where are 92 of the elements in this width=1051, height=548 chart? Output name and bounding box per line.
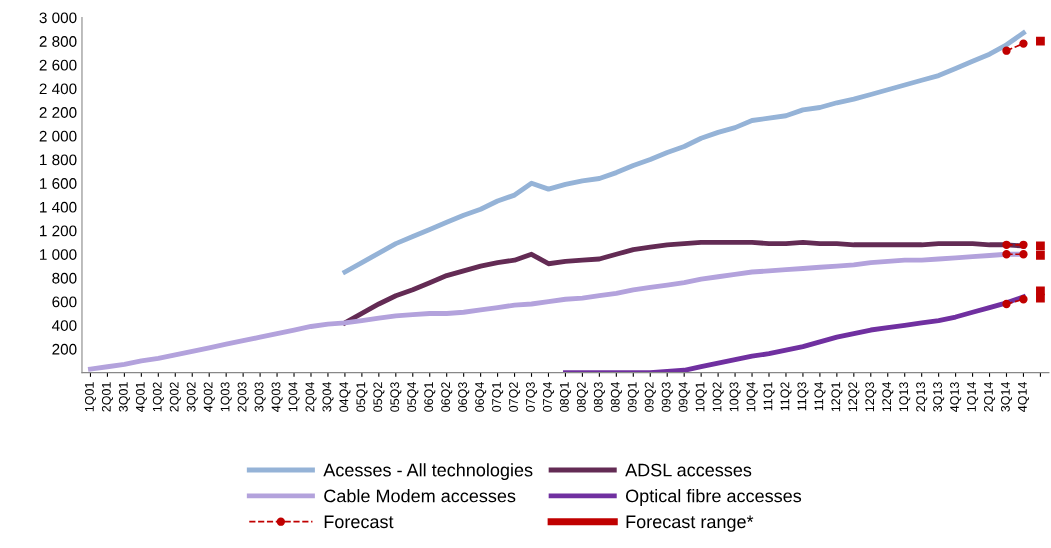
y-tick-label: 1 800 [40,154,77,166]
x-tick-label: 4Q14 [1017,382,1030,412]
y-tick-label: 200 [52,343,77,355]
y-tick-label: 2 800 [39,36,77,47]
x-tick-label: 11Q2 [780,382,792,411]
x-tick-label: 07Q4 [542,382,555,412]
x-tick-label: 09Q2 [644,382,656,412]
x-tick-label: 07Q1 [492,382,504,412]
legend-label: Forecast [324,515,394,529]
x-tick-label: 4Q01 [135,382,147,412]
x-tick-label: 12Q1 [831,382,843,412]
x-tick-label: 05Q4 [407,382,419,412]
point [1002,240,1011,249]
x-tick-label: 05Q2 [373,382,385,412]
x-tick-label: 2Q03 [237,382,249,412]
x-tick-label: 2Q14 [984,382,996,412]
x-tick-label: 10Q1 [695,382,707,412]
x-tick-label: 3Q13 [933,382,945,412]
x-tick-label: 4Q03 [271,382,283,412]
x-tick-label: 3Q01 [118,382,130,412]
point [1019,39,1028,48]
point [1036,293,1045,303]
x-tick-label: 10Q4 [746,382,758,412]
x-tick-label: 07Q2 [509,382,521,412]
x-tick-label: 12Q3 [865,382,877,412]
x-tick-label: 1Q03 [220,382,232,412]
x-tick-label: 4Q02 [203,382,215,412]
point [1019,250,1028,259]
x-tick-label: 1Q04 [288,382,300,412]
x-tick-label: 08Q4 [610,382,622,412]
x-tick-label: 11Q1 [763,382,775,411]
x-tick-label: 3Q02 [186,382,198,412]
x-tick-label: 07Q3 [526,382,538,412]
legend-label: Optical fibre accesses [625,489,802,506]
point [1036,36,1045,46]
x-tick-label: 3Q14 [1000,382,1013,412]
legend-label: Cable Modem accesses [324,489,516,503]
x-tick-label: 05Q3 [390,382,402,412]
y-tick-label: 400 [51,320,77,331]
y-tick-label: 3 000 [39,12,77,24]
line-series [342,30,1026,275]
x-tick-label: 4Q13 [950,382,962,412]
y-tick-label: 1 400 [40,201,77,213]
point [1036,241,1045,251]
y-tick-label: 1 600 [40,178,77,189]
x-tick-label: 05Q1 [356,382,368,412]
legend-label: Forecast range* [626,515,754,532]
x-tick-label: 11Q3 [797,382,809,411]
point [1019,240,1028,249]
x-tick-label: 06Q2 [441,382,453,412]
x-tick-label: 06Q4 [475,382,487,412]
x-tick-label: 06Q3 [458,382,470,412]
x-tick-label: 1Q13 [899,382,911,412]
x-tick-label: 1Q02 [152,382,164,412]
point [1019,295,1028,304]
x-tick-label: 12Q4 [882,382,894,412]
y-tick-label: 2 200 [39,107,77,118]
y-tick-label: 2 400 [39,83,77,95]
x-tick-label: 12Q2 [848,382,860,412]
y-tick-label: 2 000 [39,130,77,142]
y-tick-label: 1 000 [40,249,77,260]
y-tick-label: 800 [52,272,77,284]
x-tick-label: 1Q14 [967,382,979,412]
x-tick-label: 09Q3 [661,382,673,412]
y-tick-label: 1 200 [40,225,77,237]
point [1036,251,1045,260]
x-tick-label: 1Q01 [84,382,97,412]
x-tick-label: 10Q3 [729,382,741,412]
point [1002,46,1011,55]
x-tick-label: 2Q04 [305,382,317,412]
x-tick-label: 04Q4 [339,382,351,412]
x-tick-label: 08Q3 [593,382,605,412]
y-tick-label: 600 [52,296,77,308]
x-tick-label: 09Q1 [627,382,639,412]
x-tick-label: 2Q02 [169,382,181,412]
x-tick-label: 09Q4 [678,382,690,412]
x-tick-label: 10Q2 [712,382,724,412]
x-tick-label: 08Q1 [559,382,572,412]
x-tick-label: 2Q13 [916,382,928,412]
legend-label: ADSL accesses [625,463,752,477]
point [1002,299,1011,309]
x-tick-label: 11Q4 [814,382,826,411]
point [1002,250,1011,259]
x-tick-label: 06Q1 [424,382,436,412]
x-tick-label: 3Q04 [322,382,334,412]
y-tick-label: 2 600 [39,59,77,71]
legend-label: Acesses - All technologies [323,463,533,481]
x-tick-label: 3Q03 [254,382,266,412]
x-tick-label: 08Q2 [576,382,588,412]
line-series [342,240,1026,326]
line-series [563,294,1026,373]
x-tick-label: 2Q01 [101,382,114,412]
